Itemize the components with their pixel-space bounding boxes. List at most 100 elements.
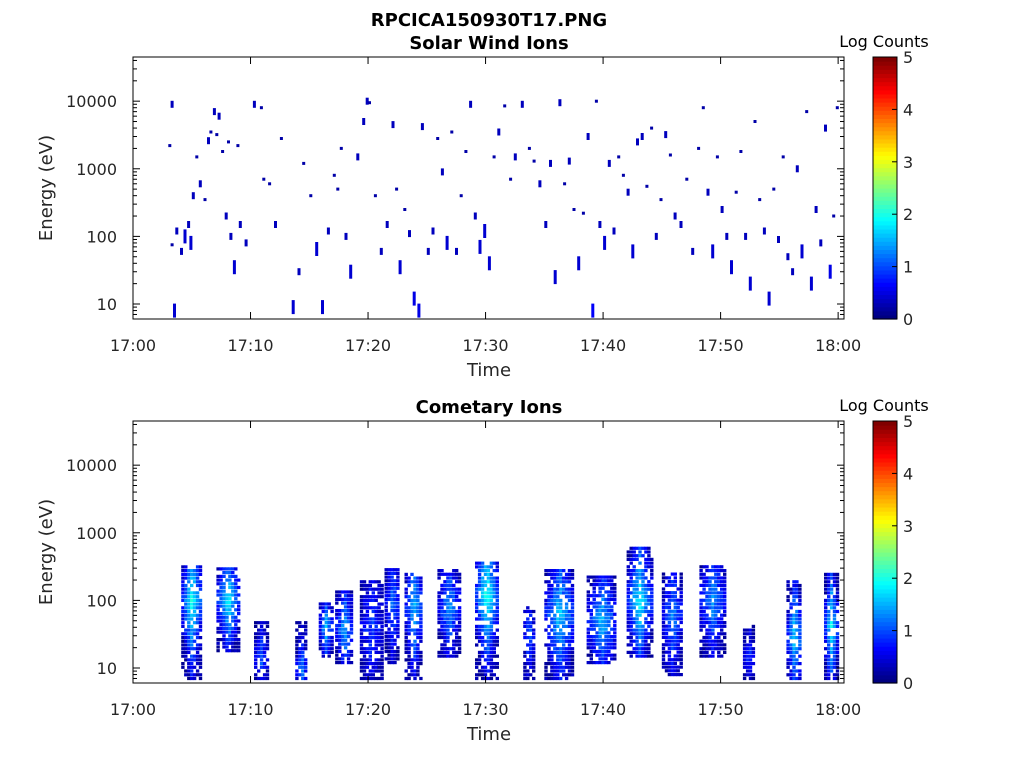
cometary-cell [644,628,648,632]
solar-wind-colorbar-step [873,204,897,210]
cometary-cell [477,669,482,673]
cometary-cell [570,669,575,673]
cometary-cell [404,639,408,643]
cometary-cell [792,636,796,640]
cometary-cell [835,602,840,606]
cometary-cell [679,658,683,662]
cometary-cell [327,602,331,606]
cometary-cell [457,628,462,632]
cometary-cell [437,598,441,602]
cometary-cell [714,565,718,569]
cometary-cell [416,669,420,673]
cometary-cell [396,616,400,620]
cometary-cell [667,576,672,580]
cometary-cell [650,621,654,625]
cometary-cell [387,594,391,598]
solar-wind-colorbar-tick-label: 2 [903,205,913,224]
cometary-cell [824,632,828,636]
cometary-cell [742,639,747,643]
cometary-cell [586,609,590,613]
cometary-cell [676,587,680,591]
cometary-cell [708,628,712,632]
cometary-colorbar-step [873,605,897,610]
cometary-cell [699,602,703,606]
cometary-cell [641,587,645,591]
cometary-cell [349,661,354,665]
cometary-cell [492,654,496,658]
cometary-cell [635,650,639,654]
cometary-cell [751,650,756,654]
cometary-cell [495,662,499,666]
cometary-cell [705,576,709,580]
cometary-cell [595,616,599,620]
cometary-cell [330,606,334,610]
cometary-colorbar-step [873,646,897,651]
solar-wind-cell [711,244,715,259]
cometary-cell [523,624,527,628]
cometary-x-tick-label: 17:30 [463,700,509,719]
cometary-cell [635,639,639,643]
cometary-cell [380,613,384,617]
cometary-cell [559,580,563,584]
cometary-cell [362,647,367,651]
cometary-cell [613,642,617,646]
cometary-cell [489,632,494,636]
cometary-cell [192,569,197,573]
cometary-cell [717,565,721,569]
cometary-cell [419,591,423,595]
cometary-cell [304,676,308,681]
cometary-cell [786,662,790,666]
cometary-cell [192,591,197,595]
cometary-cell [705,606,709,610]
cometary-cell [228,578,232,582]
solar-wind-colorbar-step [873,253,897,259]
cometary-cell [792,654,796,658]
cometary-colorbar-step [873,678,897,684]
cometary-cell [832,665,837,669]
cometary-cell [679,650,683,654]
cometary-cell [708,602,712,606]
cometary-cell [416,647,420,651]
cometary-cell [477,609,482,614]
cometary-cell [368,587,372,591]
cometary-cell [404,669,408,673]
cometary-cell [407,617,411,621]
cometary-cell [559,632,563,636]
cometary-cell [556,632,560,636]
cometary-cell [708,639,712,643]
cometary-cell [410,673,414,677]
cometary-cell [711,628,715,632]
cometary-cell [789,650,793,654]
cometary-cell [789,676,793,681]
cometary-cell [407,576,411,580]
cometary-cell [635,580,639,584]
solar-wind-cell [668,153,672,157]
cometary-cell [483,617,488,621]
cometary-cell [265,636,270,640]
cometary-cell [222,626,226,630]
cometary-cell [407,613,411,617]
cometary-cell [676,669,680,673]
cometary-cell [564,636,569,640]
cometary-cell [343,653,348,657]
cometary-cell [327,639,331,643]
cometary-cell [483,613,488,617]
cometary-cell [489,636,494,640]
cometary-cell [556,639,560,643]
cometary-cell [523,632,527,636]
cometary-cell [437,621,441,625]
cometary-cell [626,598,630,602]
cometary-cell [492,617,496,621]
cometary-cell [489,576,494,580]
cometary-cell [492,602,496,606]
cometary-cell [219,597,223,601]
cometary-cell [632,591,636,595]
cometary-cell [556,676,560,681]
solar-wind-colorbar-step [873,265,897,271]
cometary-cell [440,647,444,651]
cometary-cell [475,665,479,669]
cometary-cell [717,583,721,587]
solar-wind-cell [279,137,283,140]
cometary-cell [413,602,417,606]
cometary-cell [475,587,479,591]
